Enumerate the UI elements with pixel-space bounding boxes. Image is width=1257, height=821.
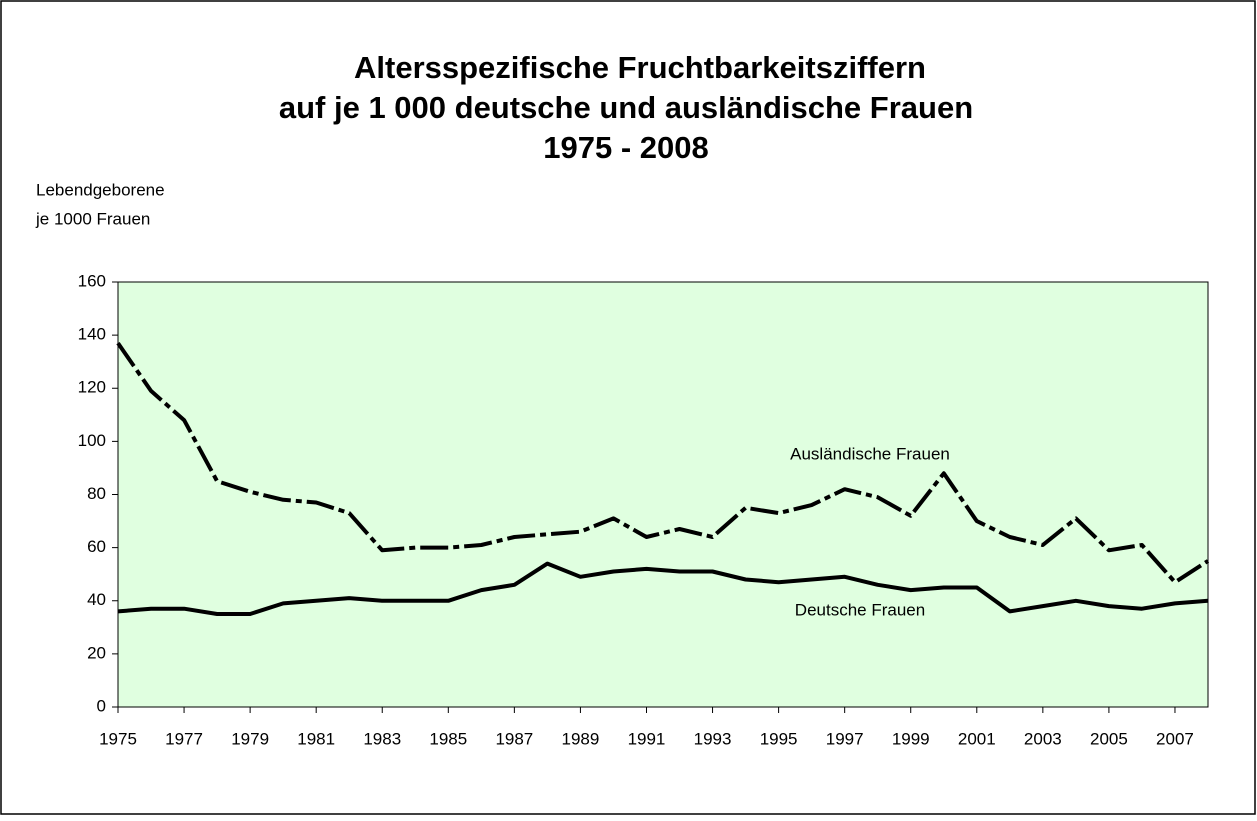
- y-tick-label: 100: [78, 431, 106, 450]
- x-tick-label: 2007: [1156, 729, 1194, 748]
- chart-title: 1975 - 2008: [543, 130, 708, 165]
- chart-title: auf je 1 000 deutsche und ausländische F…: [279, 90, 973, 125]
- y-axis-label: Lebendgeborene: [36, 180, 165, 199]
- x-tick-label: 1993: [694, 729, 732, 748]
- x-tick-label: 1981: [297, 729, 335, 748]
- x-tick-label: 2003: [1024, 729, 1062, 748]
- y-tick-label: 140: [78, 325, 106, 344]
- x-tick-label: 2001: [958, 729, 996, 748]
- x-tick-label: 1999: [892, 729, 930, 748]
- x-tick-label: 1995: [760, 729, 798, 748]
- y-tick-label: 120: [78, 378, 106, 397]
- y-tick-label: 40: [87, 590, 106, 609]
- y-tick-label: 160: [78, 271, 106, 290]
- y-tick-label: 20: [87, 643, 106, 662]
- x-tick-label: 1991: [628, 729, 666, 748]
- series-label: Ausländische Frauen: [790, 444, 950, 463]
- plot-area: [117, 281, 1209, 708]
- series-label: Deutsche Frauen: [795, 600, 925, 619]
- x-tick-label: 1987: [495, 729, 533, 748]
- y-tick-label: 80: [87, 484, 106, 503]
- x-tick-label: 2005: [1090, 729, 1128, 748]
- chart-title: Altersspezifische Fruchtbarkeitsziffern: [354, 50, 926, 85]
- x-tick-label: 1989: [562, 729, 600, 748]
- x-tick-label: 1977: [165, 729, 203, 748]
- x-tick-label: 1997: [826, 729, 864, 748]
- y-tick-label: 60: [87, 537, 106, 556]
- x-tick-label: 1975: [99, 729, 137, 748]
- x-tick-label: 1983: [363, 729, 401, 748]
- series-line: [117, 561, 1209, 616]
- series-line: [116, 341, 1210, 585]
- y-tick-label: 0: [97, 696, 106, 715]
- x-tick-label: 1985: [429, 729, 467, 748]
- y-axis-label: je 1000 Frauen: [35, 209, 150, 228]
- x-tick-label: 1979: [231, 729, 269, 748]
